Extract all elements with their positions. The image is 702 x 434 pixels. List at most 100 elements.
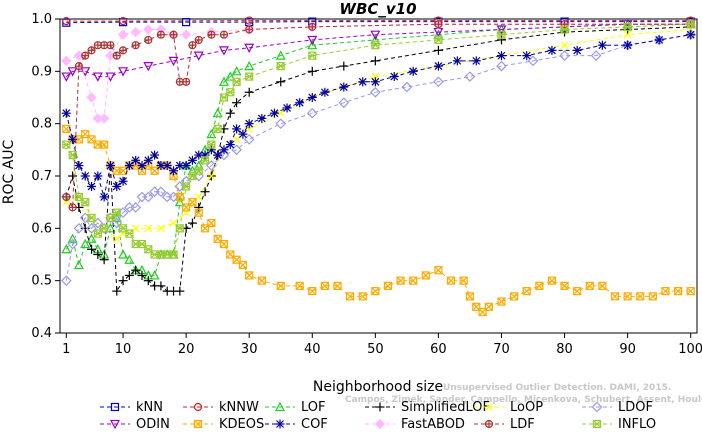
data-point xyxy=(496,60,507,72)
series-lof xyxy=(61,18,696,280)
data-point xyxy=(269,108,279,118)
data-point xyxy=(124,254,135,264)
data-point xyxy=(434,20,443,29)
legend-label: INFLO xyxy=(618,417,656,432)
x-tick-label: 90 xyxy=(619,342,636,357)
data-point xyxy=(409,276,418,285)
data-point xyxy=(535,281,544,290)
data-point xyxy=(358,292,367,301)
legend-item-simplifiedlof: SimplifiedLOF xyxy=(365,400,490,415)
data-point xyxy=(188,198,197,207)
data-point xyxy=(547,45,557,55)
data-point xyxy=(370,30,381,40)
y-tick-label: 0.8 xyxy=(31,117,52,132)
data-point xyxy=(244,60,255,71)
data-point xyxy=(434,266,443,275)
data-point xyxy=(143,155,153,165)
data-point xyxy=(87,213,96,222)
data-point xyxy=(93,250,103,259)
data-point xyxy=(80,238,91,249)
data-point xyxy=(61,243,72,254)
data-point xyxy=(238,260,248,270)
data-point xyxy=(661,287,670,296)
data-point xyxy=(117,29,129,40)
data-point xyxy=(219,145,229,155)
data-point xyxy=(307,39,318,50)
data-point xyxy=(295,98,305,108)
data-point xyxy=(193,419,203,429)
data-point xyxy=(99,192,109,202)
data-point xyxy=(68,150,77,160)
data-point xyxy=(509,292,519,301)
legend-item-kdeos: KDEOS xyxy=(183,417,264,432)
data-point xyxy=(243,134,255,145)
data-point xyxy=(320,281,329,290)
data-point xyxy=(401,81,413,93)
data-point xyxy=(686,20,695,29)
data-point xyxy=(654,35,664,45)
data-point xyxy=(86,233,97,243)
data-point xyxy=(471,56,481,66)
data-point xyxy=(560,281,569,290)
series-line xyxy=(65,23,691,276)
data-point xyxy=(207,219,216,228)
data-point xyxy=(275,401,285,412)
data-point xyxy=(137,270,147,280)
data-point xyxy=(527,55,539,67)
chart-title: WBC_v10 xyxy=(339,0,416,18)
series-line xyxy=(65,34,691,281)
data-point xyxy=(194,166,203,175)
data-point xyxy=(225,108,235,118)
legend-label: kNN xyxy=(136,400,163,415)
data-point xyxy=(408,66,418,76)
series-line xyxy=(66,20,691,22)
data-point xyxy=(485,403,493,411)
data-point xyxy=(275,419,285,429)
data-point xyxy=(295,281,304,290)
data-point xyxy=(232,77,241,86)
data-point xyxy=(590,50,602,61)
series-inflo xyxy=(62,20,695,259)
legend-label: LDF xyxy=(510,417,535,432)
data-point xyxy=(80,223,90,233)
data-point xyxy=(74,161,84,171)
y-tick-label: 1.0 xyxy=(31,12,52,27)
data-point xyxy=(118,176,128,186)
data-point xyxy=(187,155,197,165)
data-point xyxy=(150,150,160,160)
data-point xyxy=(496,51,506,61)
data-point xyxy=(61,72,72,82)
data-point xyxy=(61,108,71,118)
data-point xyxy=(497,30,506,39)
data-point xyxy=(464,71,476,82)
data-point xyxy=(244,119,254,129)
x-tick-label: 60 xyxy=(430,342,447,357)
data-point xyxy=(275,50,286,60)
data-point xyxy=(375,402,385,412)
y-tick-label: 0.6 xyxy=(31,221,52,236)
data-point xyxy=(421,271,430,280)
data-point xyxy=(610,292,620,301)
legend-item-knn: kNN xyxy=(100,400,163,415)
data-point xyxy=(592,419,602,429)
data-point xyxy=(244,43,255,54)
data-point xyxy=(245,72,254,81)
data-point xyxy=(62,16,71,26)
data-point xyxy=(112,181,122,191)
data-point xyxy=(383,281,393,290)
y-tick-label: 0.7 xyxy=(31,169,52,184)
data-point xyxy=(194,35,203,45)
series-cof xyxy=(61,30,696,202)
data-point xyxy=(648,292,657,301)
data-point xyxy=(118,16,128,26)
series-knnw xyxy=(62,16,695,26)
data-point xyxy=(112,208,121,217)
data-point xyxy=(245,271,254,280)
data-point xyxy=(130,26,141,38)
data-point xyxy=(169,30,178,39)
data-point xyxy=(144,245,153,254)
data-point xyxy=(142,191,154,203)
data-point xyxy=(308,22,317,31)
data-point xyxy=(193,402,203,412)
data-point xyxy=(446,276,456,285)
